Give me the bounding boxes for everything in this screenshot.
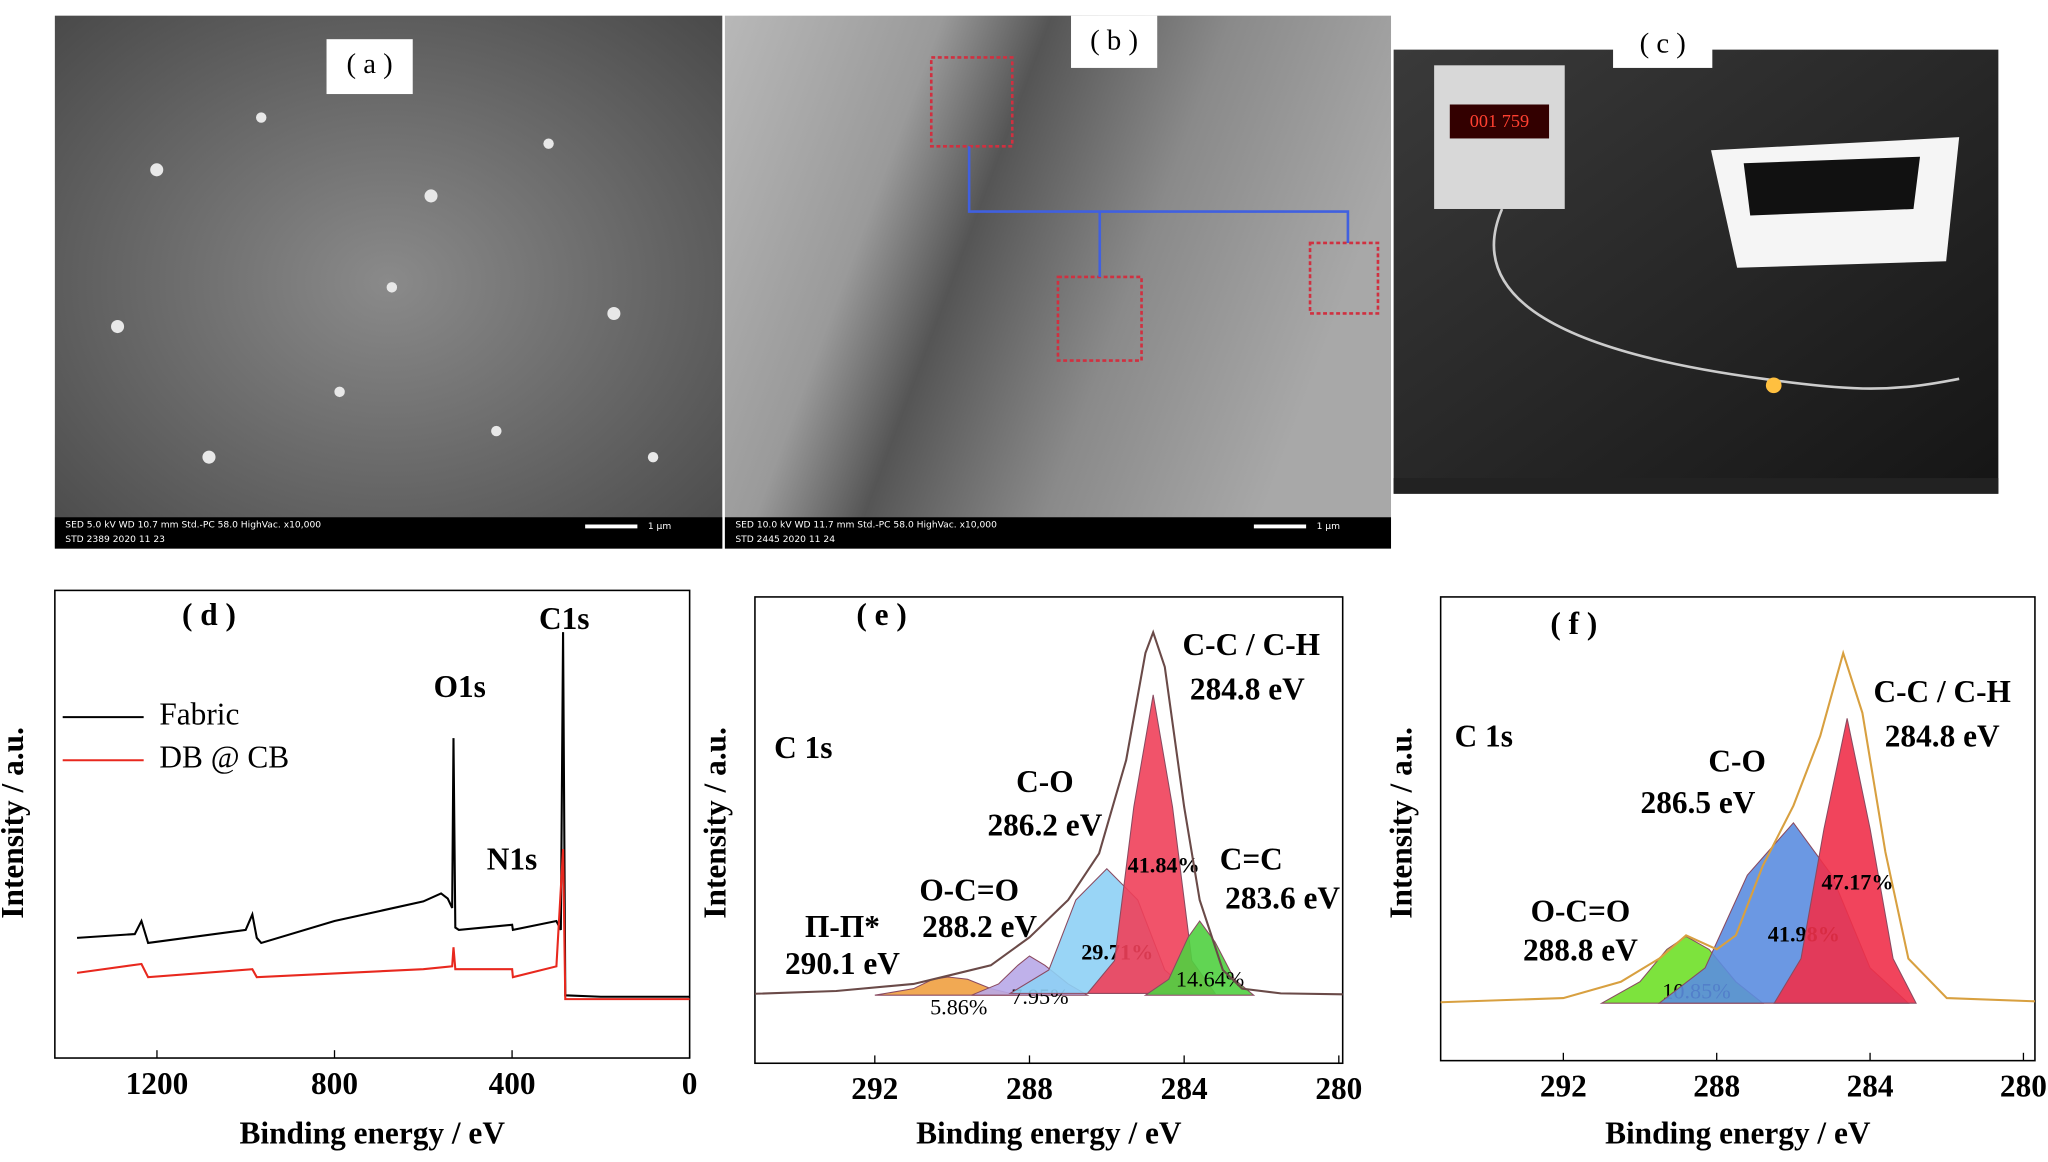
x-tick-label: 0 — [682, 1066, 698, 1101]
panel-label: ( e ) — [856, 597, 906, 632]
sample — [1743, 156, 1920, 216]
x-tick-label: 400 — [489, 1066, 536, 1101]
share-label: 14.64% — [1176, 967, 1244, 992]
peak-area — [1143, 920, 1256, 996]
annotation: C-C / C-H — [1873, 674, 2010, 709]
x-tick-label: 284 — [1161, 1071, 1208, 1106]
label-box — [1071, 15, 1158, 68]
annotation: 286.2 eV — [987, 807, 1102, 842]
legend-label: DB @ CB — [159, 739, 289, 774]
panel-label: ( b ) — [1090, 25, 1138, 57]
annotation: 290.1 eV — [785, 946, 900, 981]
spectrum-line — [76, 848, 690, 1001]
x-tick-label: 292 — [1540, 1069, 1587, 1104]
annotation: C 1s — [774, 730, 832, 765]
legend-label: Fabric — [159, 696, 239, 731]
annotation: 284.8 eV — [1885, 718, 2000, 753]
annotation: N1s — [487, 841, 537, 876]
panel-label: ( c ) — [1640, 27, 1686, 59]
annotation: C-C / C-H — [1183, 627, 1320, 662]
label-box — [326, 39, 413, 95]
label-box — [1613, 20, 1713, 68]
annotation: Π-Π* — [805, 909, 880, 944]
annotation: 283.6 eV — [1225, 880, 1340, 915]
annotation: C=C — [1220, 841, 1283, 876]
sem-info: STD 2389 2020 11 23 — [65, 535, 165, 545]
info-bar — [724, 517, 1392, 549]
annotation: O-C=O — [1531, 894, 1631, 929]
annotation: O1s — [434, 669, 486, 704]
x-tick-label: 284 — [1847, 1069, 1894, 1104]
x-axis-label: Binding energy / eV — [240, 1116, 506, 1151]
sem-info: STD 2445 2020 11 24 — [735, 535, 835, 545]
info-bar — [54, 517, 723, 549]
annotation: C-O — [1016, 764, 1073, 799]
display — [1449, 104, 1550, 139]
share-label: 47.17% — [1821, 869, 1893, 894]
plot-frame — [754, 596, 1344, 1065]
wire — [1492, 208, 1960, 390]
annotation: 288.8 eV — [1523, 933, 1638, 968]
connectors — [967, 146, 1350, 277]
y-axis-label: Intensity / a.u. — [698, 727, 733, 919]
x-tick-label: 292 — [851, 1071, 898, 1106]
sem-image — [54, 15, 723, 549]
share-label: 41.84% — [1128, 853, 1200, 878]
x-tick-label: 280 — [2000, 1069, 2047, 1104]
scale-label: 1 μm — [1317, 522, 1341, 532]
scale-label: 1 μm — [648, 522, 672, 532]
x-tick-label: 288 — [1693, 1069, 1740, 1104]
charts: 1200 800 400 0 Binding energy / eV Intensity … — [0, 589, 2047, 1151]
particles — [111, 112, 659, 464]
share-label: 5.86% — [930, 995, 987, 1020]
spectrum-line — [1440, 649, 2035, 1004]
sem-info: SED 5.0 kV WD 10.7 mm Std.-PC 58.0 HighV… — [65, 521, 321, 531]
video-bar — [1393, 478, 1999, 494]
led — [1765, 377, 1782, 394]
plot-frame — [1439, 596, 2036, 1062]
x-axis-label: Binding energy / eV — [916, 1116, 1182, 1151]
x-tick-label: 288 — [1006, 1071, 1053, 1106]
annotation: 286.5 eV — [1641, 785, 1756, 820]
annotation: C1s — [539, 601, 589, 636]
spectrum-line — [754, 629, 1343, 996]
y-axis-label: Intensity / a.u. — [0, 727, 30, 919]
peak-area — [1773, 718, 1917, 1004]
annotation: O-C=O — [919, 873, 1019, 908]
x-axis-label: Binding energy / eV — [1605, 1116, 1871, 1151]
annotation: 288.2 eV — [922, 909, 1037, 944]
x-tick-label: 280 — [1315, 1071, 1362, 1106]
plot-frame — [54, 589, 691, 1059]
panel-label: ( a ) — [347, 48, 393, 80]
sem-info: SED 10.0 kV WD 11.7 mm Std.-PC 58.0 High… — [735, 521, 997, 531]
y-axis-label: Intensity / a.u. — [1383, 727, 1418, 919]
panel-label: ( f ) — [1550, 606, 1597, 641]
x-tick-label: 1200 — [126, 1066, 189, 1101]
x-tick-label: 800 — [311, 1066, 358, 1101]
panel-label: ( d ) — [182, 597, 236, 632]
annotation: C-O — [1708, 743, 1765, 778]
display-reading: 001 759 — [1470, 111, 1529, 131]
annotation: C 1s — [1455, 718, 1513, 753]
spectrum-line — [76, 632, 690, 998]
annotation: 284.8 eV — [1190, 671, 1305, 706]
